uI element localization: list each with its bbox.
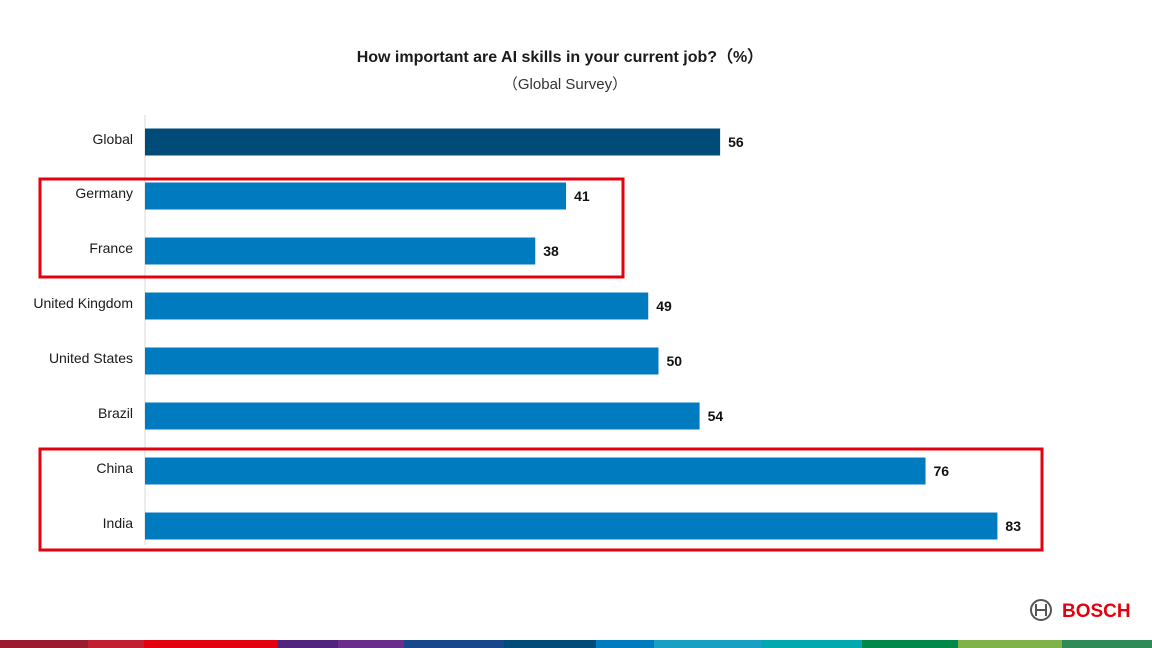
bosch-armature-icon [1030,599,1052,621]
stripe-segment [596,640,654,648]
category-label: Germany [75,185,133,201]
value-label: 56 [728,134,744,150]
category-label: France [89,240,133,256]
stripe-segment [1062,640,1152,648]
labels-layer: Global 56 Germany 41 France 38 United Kingdom 4… [33,131,1021,534]
value-label: 54 [708,408,724,424]
stripe-segment [338,640,404,648]
category-label: United Kingdom [33,295,133,311]
bar-united-kingdom [145,292,649,320]
stripe-segment [762,640,862,648]
highlight-box-1 [38,177,625,279]
bars-layer [145,128,998,540]
chart-subtitle: （Global Survey） [503,76,627,93]
bar-france [145,237,536,265]
stripe-segment [654,640,762,648]
stripe-segment [404,640,504,648]
category-label: United States [49,350,133,366]
stripe-segment [278,640,338,648]
value-label: 38 [543,243,559,259]
bar-germany [145,182,567,210]
value-label: 50 [667,353,683,369]
bar-united-states [145,347,659,375]
value-label: 49 [656,298,672,314]
stripe-segment [88,640,144,648]
category-label: China [96,460,133,476]
bosch-logo: BOSCH [1030,599,1131,622]
highlight-layer [38,177,1044,552]
category-label: Global [93,131,133,147]
stripe-segment [0,640,88,648]
chart-title: How important are AI skills in your curr… [357,48,764,66]
value-label: 41 [574,188,590,204]
category-label: India [103,515,134,531]
stripe-segment [958,640,1062,648]
bar-brazil [145,402,700,430]
stripe-segment [862,640,958,648]
value-label: 83 [1005,518,1021,534]
bar-india [145,512,998,540]
bar-global [145,128,721,156]
highlight-box-2 [38,447,1044,552]
category-label: Brazil [98,405,133,421]
stripe-segment [144,640,278,648]
stripe-segment [504,640,596,648]
value-label: 76 [934,463,950,479]
brand-name: BOSCH [1062,601,1131,622]
bar-china [145,457,926,485]
footer-color-stripe [0,640,1152,648]
